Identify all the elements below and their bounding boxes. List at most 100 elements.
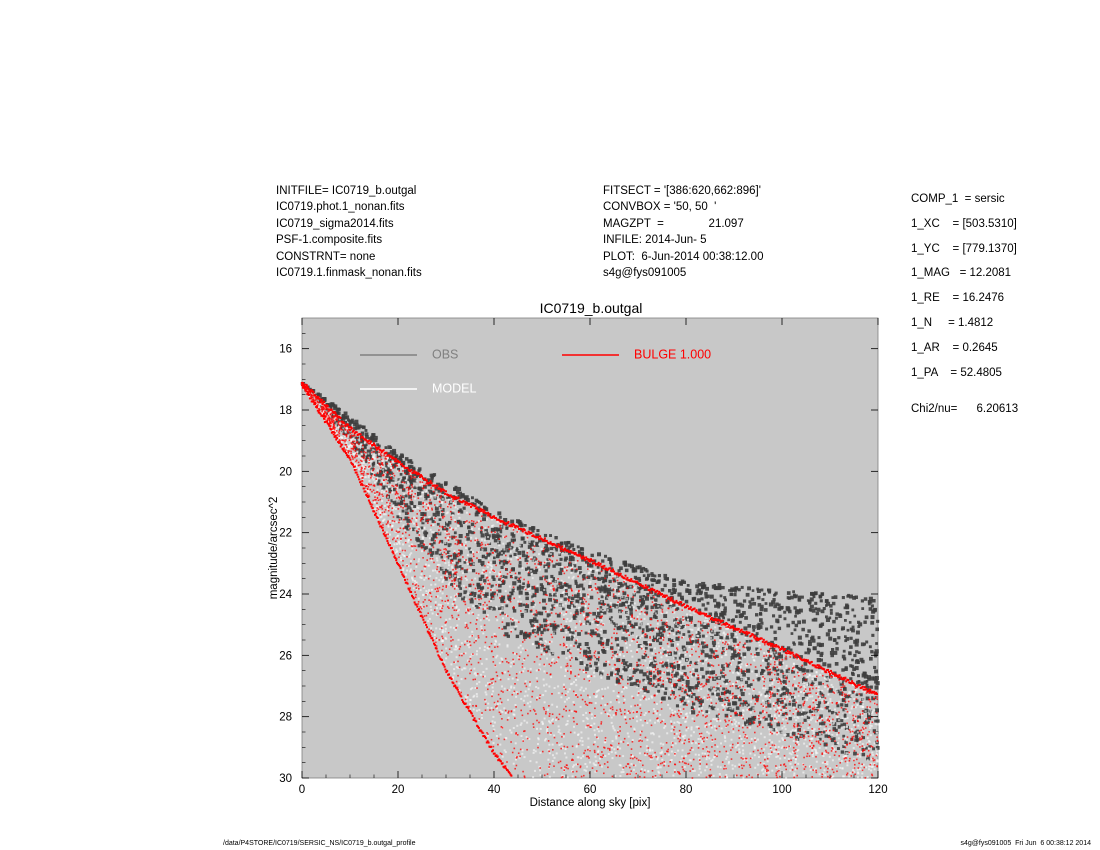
model-point <box>726 752 729 755</box>
obs-point <box>556 624 560 628</box>
model-point <box>849 772 852 774</box>
obs-point <box>621 636 625 640</box>
model-point <box>694 741 697 744</box>
model-point <box>698 757 701 760</box>
model-point <box>492 597 495 600</box>
obs-point <box>657 574 661 578</box>
obs-point <box>531 619 535 624</box>
model-point <box>430 583 433 586</box>
model-point <box>810 746 813 748</box>
model-point <box>506 644 509 647</box>
obs-point <box>555 562 558 566</box>
model-point <box>698 703 701 706</box>
model-point <box>796 740 799 743</box>
model-point <box>477 520 480 522</box>
model-point <box>680 672 682 675</box>
model-point <box>691 647 694 650</box>
model-point <box>720 742 722 745</box>
obs-point <box>576 592 580 596</box>
obs-point <box>444 481 448 485</box>
obs-point <box>476 540 480 545</box>
model-point <box>618 646 620 649</box>
model-point <box>341 436 344 439</box>
model-point <box>825 678 828 681</box>
obs-point <box>691 597 695 601</box>
model-point <box>829 700 832 703</box>
model-point <box>676 677 679 680</box>
model-point <box>573 681 575 684</box>
obs-point <box>790 632 794 635</box>
obs-point <box>789 648 793 652</box>
model-point <box>550 719 553 722</box>
param-line: 1_RE = 16.2476 <box>911 292 1005 305</box>
model-point <box>445 495 448 498</box>
obs-point <box>795 735 799 739</box>
obs-point <box>866 675 871 680</box>
obs-point <box>705 586 709 591</box>
model-point <box>763 736 766 739</box>
model-point <box>745 664 748 667</box>
model-point <box>622 771 625 773</box>
model-point <box>689 759 692 762</box>
obs-point <box>856 729 860 733</box>
obs-point <box>651 583 654 587</box>
model-point <box>427 491 429 494</box>
model-point <box>804 734 807 737</box>
model-point <box>806 675 809 678</box>
obs-point <box>615 668 619 672</box>
obs-point <box>767 722 772 727</box>
model-point <box>504 737 507 740</box>
model-point <box>709 723 712 726</box>
model-point <box>734 746 737 749</box>
model-point <box>678 626 681 629</box>
model-point <box>559 604 562 607</box>
model-point <box>756 715 759 718</box>
model-point <box>422 537 424 540</box>
obs-point <box>855 693 859 696</box>
obs-point <box>777 603 781 607</box>
obs-point <box>389 458 393 462</box>
obs-point <box>776 698 781 703</box>
obs-point <box>458 520 462 525</box>
obs-point <box>608 605 612 609</box>
model-point <box>335 422 338 425</box>
model-point <box>636 694 639 697</box>
model-point <box>623 687 625 690</box>
model-point <box>376 469 379 472</box>
model-point <box>681 664 684 667</box>
obs-point <box>528 527 532 531</box>
model-point <box>339 421 342 424</box>
model-point <box>705 617 708 619</box>
model-point <box>706 731 709 734</box>
model-point <box>706 753 709 756</box>
model-point <box>402 524 405 527</box>
obs-point <box>511 588 516 593</box>
obs-point <box>755 695 759 699</box>
obs-point <box>390 499 394 503</box>
model-point <box>721 677 724 680</box>
model-point <box>387 461 390 464</box>
model-point <box>488 576 491 579</box>
obs-point <box>566 636 571 641</box>
param-line: 1_MAG = 12.2081 <box>911 267 1012 280</box>
model-point <box>344 435 346 437</box>
model-point <box>873 763 876 765</box>
model-point <box>861 743 864 746</box>
model-point <box>571 770 574 773</box>
model-point <box>721 704 724 706</box>
model-point <box>528 705 531 708</box>
model-point <box>560 696 563 699</box>
model-point <box>485 684 487 687</box>
obs-point <box>755 652 760 656</box>
model-point <box>454 506 457 509</box>
model-point <box>368 479 371 482</box>
obs-point <box>606 676 611 680</box>
obs-point <box>608 616 613 620</box>
model-point <box>600 628 603 631</box>
obs-point <box>397 468 400 471</box>
obs-point <box>772 667 777 671</box>
model-point <box>436 559 439 562</box>
model-point <box>684 713 687 716</box>
obs-point <box>807 600 812 604</box>
obs-point <box>527 573 531 577</box>
